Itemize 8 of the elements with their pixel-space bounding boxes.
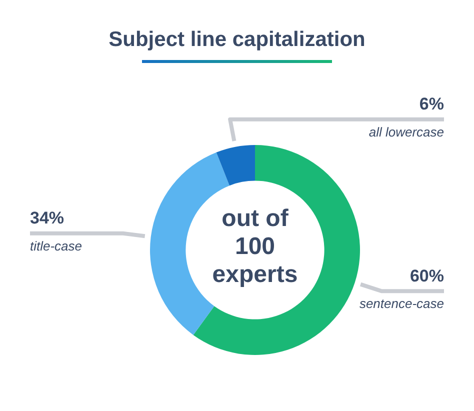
slice-label: all lowercase [368, 124, 444, 140]
data-label: 34% [30, 208, 64, 228]
text: out of 100 experts [211, 205, 299, 289]
slice-label: title-case [30, 238, 82, 254]
data-label: 6% [419, 94, 444, 114]
slice-label: sentence-case [359, 296, 444, 312]
data-label: 60% [410, 266, 444, 286]
chart-title: Subject line capitalization [108, 28, 366, 52]
